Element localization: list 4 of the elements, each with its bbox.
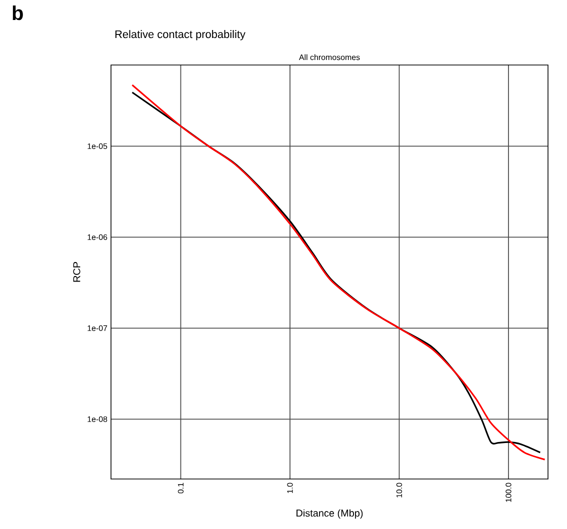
x-axis-title: Distance (Mbp) bbox=[296, 509, 363, 519]
y-axis-title: RCP bbox=[73, 262, 80, 282]
text: b bbox=[12, 6, 23, 20]
chart-title: Relative contact probability bbox=[115, 30, 246, 40]
